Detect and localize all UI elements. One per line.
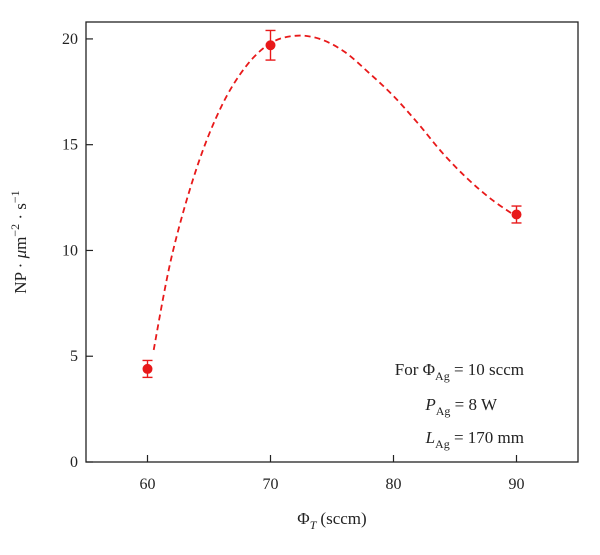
x-tick-label: 90 (509, 476, 525, 493)
y-axis-label: NP · μm−2 · s−1 (8, 190, 30, 293)
data-point (511, 209, 522, 220)
y-axis-label-mid: · s (11, 203, 30, 224)
annotation-3-subscript: Ag (435, 437, 450, 451)
plot-frame (85, 21, 579, 463)
x-axis-label-symbol: Φ (297, 509, 309, 528)
annotation-line-3: LAg = 170 mm (425, 428, 524, 451)
annotation-block: For ΦAg = 10 sccm PAg = 8 W LAg = 170 mm (395, 360, 524, 451)
annotation-2-value: = 8 W (450, 395, 498, 414)
x-tick-label: 70 (263, 476, 279, 493)
annotation-3-value: = 170 mm (450, 428, 524, 447)
y-axis-label-exp2: −1 (8, 190, 22, 203)
y-axis-label-mu: μ (11, 250, 30, 260)
y-axis-label-m: m (11, 237, 30, 250)
annotation-1-pre: For (395, 360, 423, 379)
annotation-line-1: For ΦAg = 10 sccm (395, 360, 524, 383)
x-tick-label: 60 (140, 476, 156, 493)
annotation-2-subscript: Ag (436, 404, 451, 418)
y-tick-label: 15 (62, 137, 78, 154)
y-tick-label: 10 (62, 242, 78, 259)
annotation-2-symbol: P (424, 395, 435, 414)
y-axis-label-exp1: −2 (8, 224, 22, 237)
annotation-1-value: = 10 sccm (450, 360, 524, 379)
x-axis: 60 70 80 90 (140, 455, 525, 493)
y-tick-label: 0 (70, 454, 78, 471)
data-series (142, 29, 522, 379)
y-tick-label: 5 (70, 348, 78, 365)
x-axis-label-subscript: T (310, 518, 318, 532)
x-axis-label-unit: (sccm) (320, 509, 366, 528)
data-point (265, 40, 276, 51)
y-axis-label-base: NP · (11, 258, 30, 293)
x-axis-label: ΦT (sccm) (297, 509, 366, 532)
y-tick-label: 20 (62, 31, 78, 48)
annotation-3-symbol: L (425, 428, 435, 447)
fit-curve (152, 34, 518, 351)
annotation-line-2: PAg = 8 W (424, 395, 498, 418)
data-point (142, 363, 153, 374)
y-axis: 0 5 10 15 20 (62, 31, 93, 471)
x-tick-label: 80 (386, 476, 402, 493)
annotation-1-subscript: Ag (435, 369, 450, 383)
annotation-1-symbol: Φ (423, 360, 435, 379)
